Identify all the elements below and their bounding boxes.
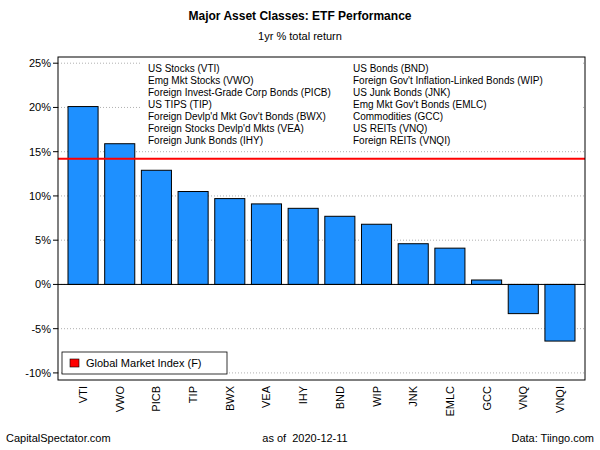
bar	[435, 248, 465, 284]
bar	[215, 199, 245, 285]
legend-entry: Foreign Junk Bonds (IHY)	[148, 135, 263, 146]
chart: Major Asset Classes: ETF Performance 1yr …	[0, 0, 600, 450]
legend: Global Market Index (F)	[62, 352, 227, 374]
grid-line	[58, 328, 585, 329]
plot-area	[58, 57, 585, 380]
tick-label: 25%	[29, 57, 51, 69]
bar	[68, 107, 98, 285]
legend-entry: Foreign REITs (VNQI)	[353, 135, 450, 146]
bar	[141, 170, 171, 284]
legend-label: Global Market Index (F)	[86, 357, 202, 369]
category-label: PICB	[150, 386, 162, 412]
legend-entry: US REITs (VNQ)	[353, 123, 427, 134]
tick-label: -5%	[31, 323, 51, 335]
category-label: VNQ	[517, 386, 529, 410]
category-label: GCC	[481, 386, 493, 411]
category-label: BND	[334, 386, 346, 409]
title: Major Asset Classes: ETF Performance	[189, 9, 412, 23]
tick	[53, 372, 58, 373]
legend-entry: Foreign Stocks Devlp'd Mkts (VEA)	[148, 123, 304, 134]
legend-entry: US Stocks (VTI)	[148, 63, 220, 74]
legend-entry: Emg Mkt Gov't Bonds (EMLC)	[353, 99, 487, 110]
tick	[53, 240, 58, 241]
bar	[288, 208, 318, 284]
bar	[398, 244, 428, 285]
footer-source: CapitalSpectator.com	[6, 432, 111, 444]
tick	[53, 195, 58, 196]
footer-date: as of 2020-12-11	[262, 432, 347, 444]
subtitle: 1yr % total return	[258, 30, 342, 42]
category-label: JNK	[407, 385, 419, 406]
tick-label: 15%	[29, 146, 51, 158]
zero-line	[58, 284, 585, 285]
legend-box	[142, 59, 582, 151]
legend-entry: Emg Mkt Stocks (VWO)	[148, 75, 254, 86]
tick	[53, 63, 58, 64]
tick-label: 20%	[29, 101, 51, 113]
grid-line	[58, 195, 585, 196]
category-label: TIP	[187, 386, 199, 403]
grid-line	[58, 151, 585, 152]
tick-label: -10%	[25, 367, 51, 379]
tick	[53, 284, 58, 285]
plot-frame	[58, 57, 585, 380]
tick	[53, 107, 58, 108]
tick-label: 5%	[35, 234, 51, 246]
legend-entry: Foreign Devlp'd Mkt Gov't Bonds (BWX)	[148, 111, 326, 122]
grid-line	[58, 240, 585, 241]
reference-line	[58, 158, 585, 160]
category-label: EMLC	[444, 386, 456, 417]
category-label: VWO	[114, 386, 126, 413]
bar	[105, 144, 135, 285]
category-label: VTI	[77, 386, 89, 403]
bar	[251, 204, 281, 285]
bar	[361, 224, 391, 284]
bar	[508, 284, 538, 313]
bar	[325, 216, 355, 284]
category-label: BWX	[224, 385, 236, 411]
legend-swatch	[70, 359, 79, 367]
bar	[472, 280, 502, 284]
category-label: WIP	[371, 386, 383, 407]
legend-entry: Foreign Gov't Inflation-Linked Bonds (WI…	[353, 75, 543, 86]
bar	[178, 192, 208, 285]
bar	[545, 284, 575, 341]
legend-entry: US TIPS (TIP)	[148, 99, 212, 110]
legend-entry: Commodities (GCC)	[353, 111, 443, 122]
tick-label: 10%	[29, 190, 51, 202]
legend-frame	[62, 352, 227, 374]
name-legend: US Stocks (VTI)Emg Mkt Stocks (VWO)Forei…	[142, 59, 582, 151]
footer-data: Data: Tiingo.com	[511, 432, 594, 444]
category-label: VEA	[260, 385, 272, 408]
category-label: VNQI	[554, 386, 566, 413]
category-label: IHY	[297, 385, 309, 404]
legend-entry: Foreign Invest-Grade Corp Bonds (PICB)	[148, 87, 331, 98]
tick	[53, 328, 58, 329]
tick-label: 0%	[35, 278, 51, 290]
grid-line	[58, 284, 585, 285]
tick	[53, 151, 58, 152]
legend-entry: US Bonds (BND)	[353, 63, 429, 74]
legend-entry: US Junk Bonds (JNK)	[353, 87, 450, 98]
